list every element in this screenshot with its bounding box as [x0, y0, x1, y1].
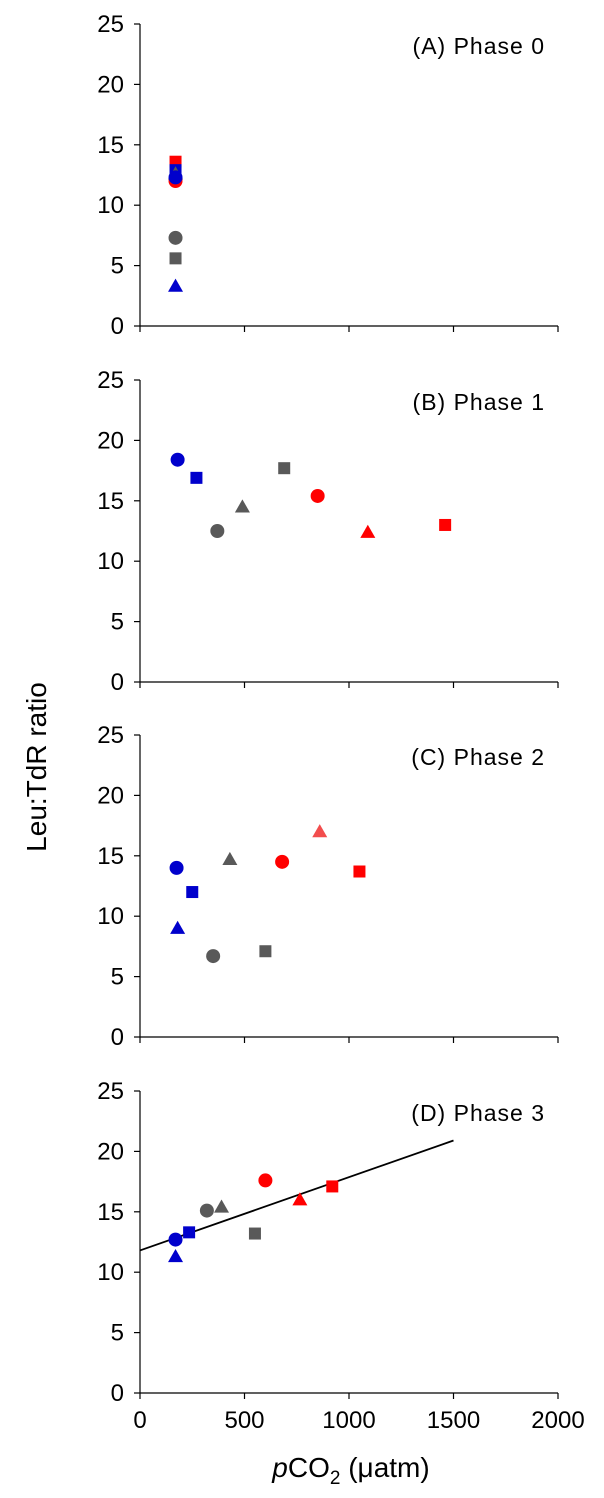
y-tick-label: 5: [111, 253, 124, 280]
point-triangle: [292, 1192, 308, 1206]
point-circle: [210, 524, 225, 538]
x-tick-label: 2000: [531, 1407, 584, 1434]
x-axis-label-co: CO: [288, 1452, 330, 1483]
x-tick-label: 500: [224, 1407, 264, 1434]
point-triangle: [214, 1199, 230, 1213]
panel-3: 0 5 10 15 20 25 0 500 1000 1500 2000 (D) Phase 3: [97, 1078, 584, 1434]
x-axis-label-subscript: 2: [330, 1468, 341, 1489]
panel-0: 0 5 10 15 20 25 (A) Phase 0: [97, 11, 559, 340]
point-circle: [310, 488, 325, 503]
y-tick-label: 20: [97, 427, 124, 454]
y-axis-label: Leu:TdR ratio: [21, 682, 52, 852]
point-triangle: [168, 1248, 184, 1263]
x-tick-label: 1000: [322, 1407, 375, 1434]
point-triangle: [312, 824, 328, 838]
y-tick-label: 15: [97, 132, 124, 159]
point-square: [190, 471, 203, 484]
point-square: [183, 1226, 196, 1239]
y-tick-label: 15: [97, 488, 124, 515]
y-tick-label: 5: [111, 609, 124, 636]
y-tick-label: 15: [97, 1199, 124, 1226]
panels: 0 5 10 15 20 25 (A) Phase 0 0 5 10 15 20 25 (B) Phase…: [97, 11, 584, 1434]
point-circle: [168, 230, 183, 245]
panel-title: (C) Phase 2: [411, 744, 545, 770]
x-axis-label-italic: p: [271, 1452, 288, 1483]
x-tick-label: 0: [133, 1407, 146, 1434]
y-tick-label: 10: [97, 192, 124, 219]
point-square: [169, 252, 182, 265]
y-tick-label: 25: [97, 1078, 124, 1105]
y-tick-label: 25: [97, 11, 124, 38]
point-triangle: [222, 851, 238, 866]
point-triangle: [168, 278, 184, 292]
point-circle: [170, 452, 185, 467]
y-tick-label: 0: [111, 1024, 124, 1051]
point-circle: [206, 949, 221, 964]
point-square: [439, 518, 452, 531]
x-axis-label-unit: (μatm): [340, 1452, 429, 1483]
point-circle: [199, 1203, 214, 1218]
point-circle: [275, 854, 290, 869]
point-square: [353, 865, 366, 878]
panel-title: (A) Phase 0: [413, 33, 545, 59]
panel-title: (B) Phase 1: [413, 389, 545, 415]
point-triangle: [170, 920, 186, 934]
y-tick-label: 10: [97, 1259, 124, 1286]
x-tick-label: 1500: [427, 1407, 480, 1434]
y-tick-label: 0: [111, 1380, 124, 1407]
point-square: [278, 462, 291, 475]
y-tick-label: 25: [97, 367, 124, 394]
y-tick-label: 20: [97, 782, 124, 809]
panel-title: (D) Phase 3: [411, 1100, 545, 1126]
point-circle: [258, 1173, 273, 1188]
y-tick-label: 25: [97, 722, 124, 749]
point-circle: [168, 170, 183, 185]
y-tick-label: 20: [97, 1138, 124, 1165]
y-tick-label: 5: [111, 964, 124, 991]
point-triangle: [360, 524, 376, 538]
point-square: [326, 1180, 339, 1193]
point-circle: [169, 860, 184, 875]
x-axis-label: pCO2 (μatm): [271, 1452, 429, 1489]
point-square: [259, 945, 272, 958]
point-square: [186, 886, 199, 899]
point-triangle: [234, 499, 250, 513]
y-tick-label: 20: [97, 71, 124, 98]
y-tick-label: 15: [97, 843, 124, 870]
y-tick-label: 5: [111, 1320, 124, 1347]
y-tick-label: 10: [97, 903, 124, 930]
panel-2: 0 5 10 15 20 25 (C) Phase 2: [97, 722, 559, 1051]
y-tick-label: 10: [97, 548, 124, 575]
panel-1: 0 5 10 15 20 25 (B) Phase 1: [97, 367, 559, 696]
y-tick-label: 0: [111, 313, 124, 340]
point-square: [248, 1227, 261, 1240]
point-circle: [168, 1232, 183, 1247]
y-tick-label: 0: [111, 669, 124, 696]
